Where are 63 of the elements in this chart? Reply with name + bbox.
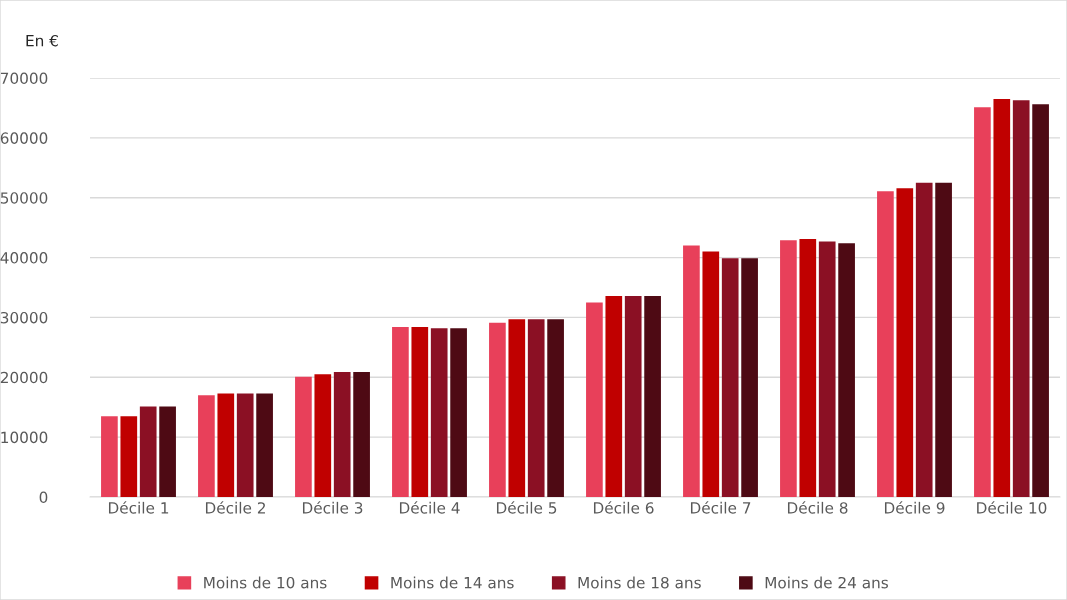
bar (159, 406, 176, 497)
legend-label: Moins de 14 ans (391, 576, 514, 589)
bar (450, 328, 467, 497)
bar (101, 416, 118, 497)
x-tick-label: Décile 9 (884, 501, 945, 514)
bar (974, 107, 991, 497)
y-tick-label: 10000 (1, 431, 48, 444)
bar (256, 393, 273, 497)
bar (236, 393, 254, 497)
bar (799, 239, 817, 497)
bar (877, 191, 894, 497)
y-tick-label: 50000 (0, 192, 48, 204)
bar (896, 188, 914, 497)
bar (993, 98, 1011, 497)
bar (721, 258, 739, 497)
bar (1012, 100, 1030, 497)
y-tick-label: 0 (39, 491, 48, 504)
bar (295, 376, 312, 497)
x-tick-label: Décile 7 (690, 501, 751, 514)
bar (430, 328, 448, 497)
bar (915, 182, 933, 497)
y-tick-label: 70000 (0, 72, 48, 85)
bar (527, 319, 545, 497)
y-tick-label: 30000 (0, 311, 48, 324)
y-tick-label: 40000 (0, 252, 48, 264)
x-tick-label: Décile 1 (108, 501, 169, 514)
bar (624, 295, 642, 497)
bar (353, 371, 370, 497)
bar (702, 251, 720, 497)
bar (120, 416, 138, 497)
legend-label: Moins de 24 ans (765, 576, 888, 589)
bar (508, 319, 526, 497)
x-tick-label: Décile 2 (205, 501, 265, 514)
legend-label: Moins de 10 ans (204, 576, 327, 589)
y-tick-label: 20000 (0, 371, 48, 384)
bar (605, 295, 623, 497)
x-tick-label: Décile 5 (496, 501, 557, 514)
bar (217, 393, 235, 497)
bar (935, 182, 952, 497)
bar (683, 245, 700, 497)
x-tick-label: Décile 3 (302, 501, 363, 514)
bar (818, 241, 836, 497)
bar (314, 374, 332, 497)
bar (392, 327, 409, 497)
bar (741, 258, 758, 497)
legend-label: Moins de 18 ans (578, 576, 701, 589)
x-tick-label: Décile 6 (593, 501, 654, 514)
bar (139, 406, 157, 497)
bar (644, 295, 661, 497)
bar (198, 395, 215, 497)
y-axis-title: En € (26, 34, 58, 47)
bar (411, 327, 429, 497)
y-tick-label: 60000 (0, 132, 48, 144)
bar (333, 371, 351, 497)
x-tick-label: Décile 8 (787, 501, 848, 514)
bar (489, 322, 506, 497)
bar (547, 319, 564, 497)
x-tick-label: Décile 4 (399, 501, 460, 514)
bar (1032, 104, 1049, 497)
bar (838, 243, 855, 497)
x-tick-label: Décile 10 (977, 501, 1047, 514)
bar (780, 240, 797, 497)
bar (586, 302, 603, 497)
